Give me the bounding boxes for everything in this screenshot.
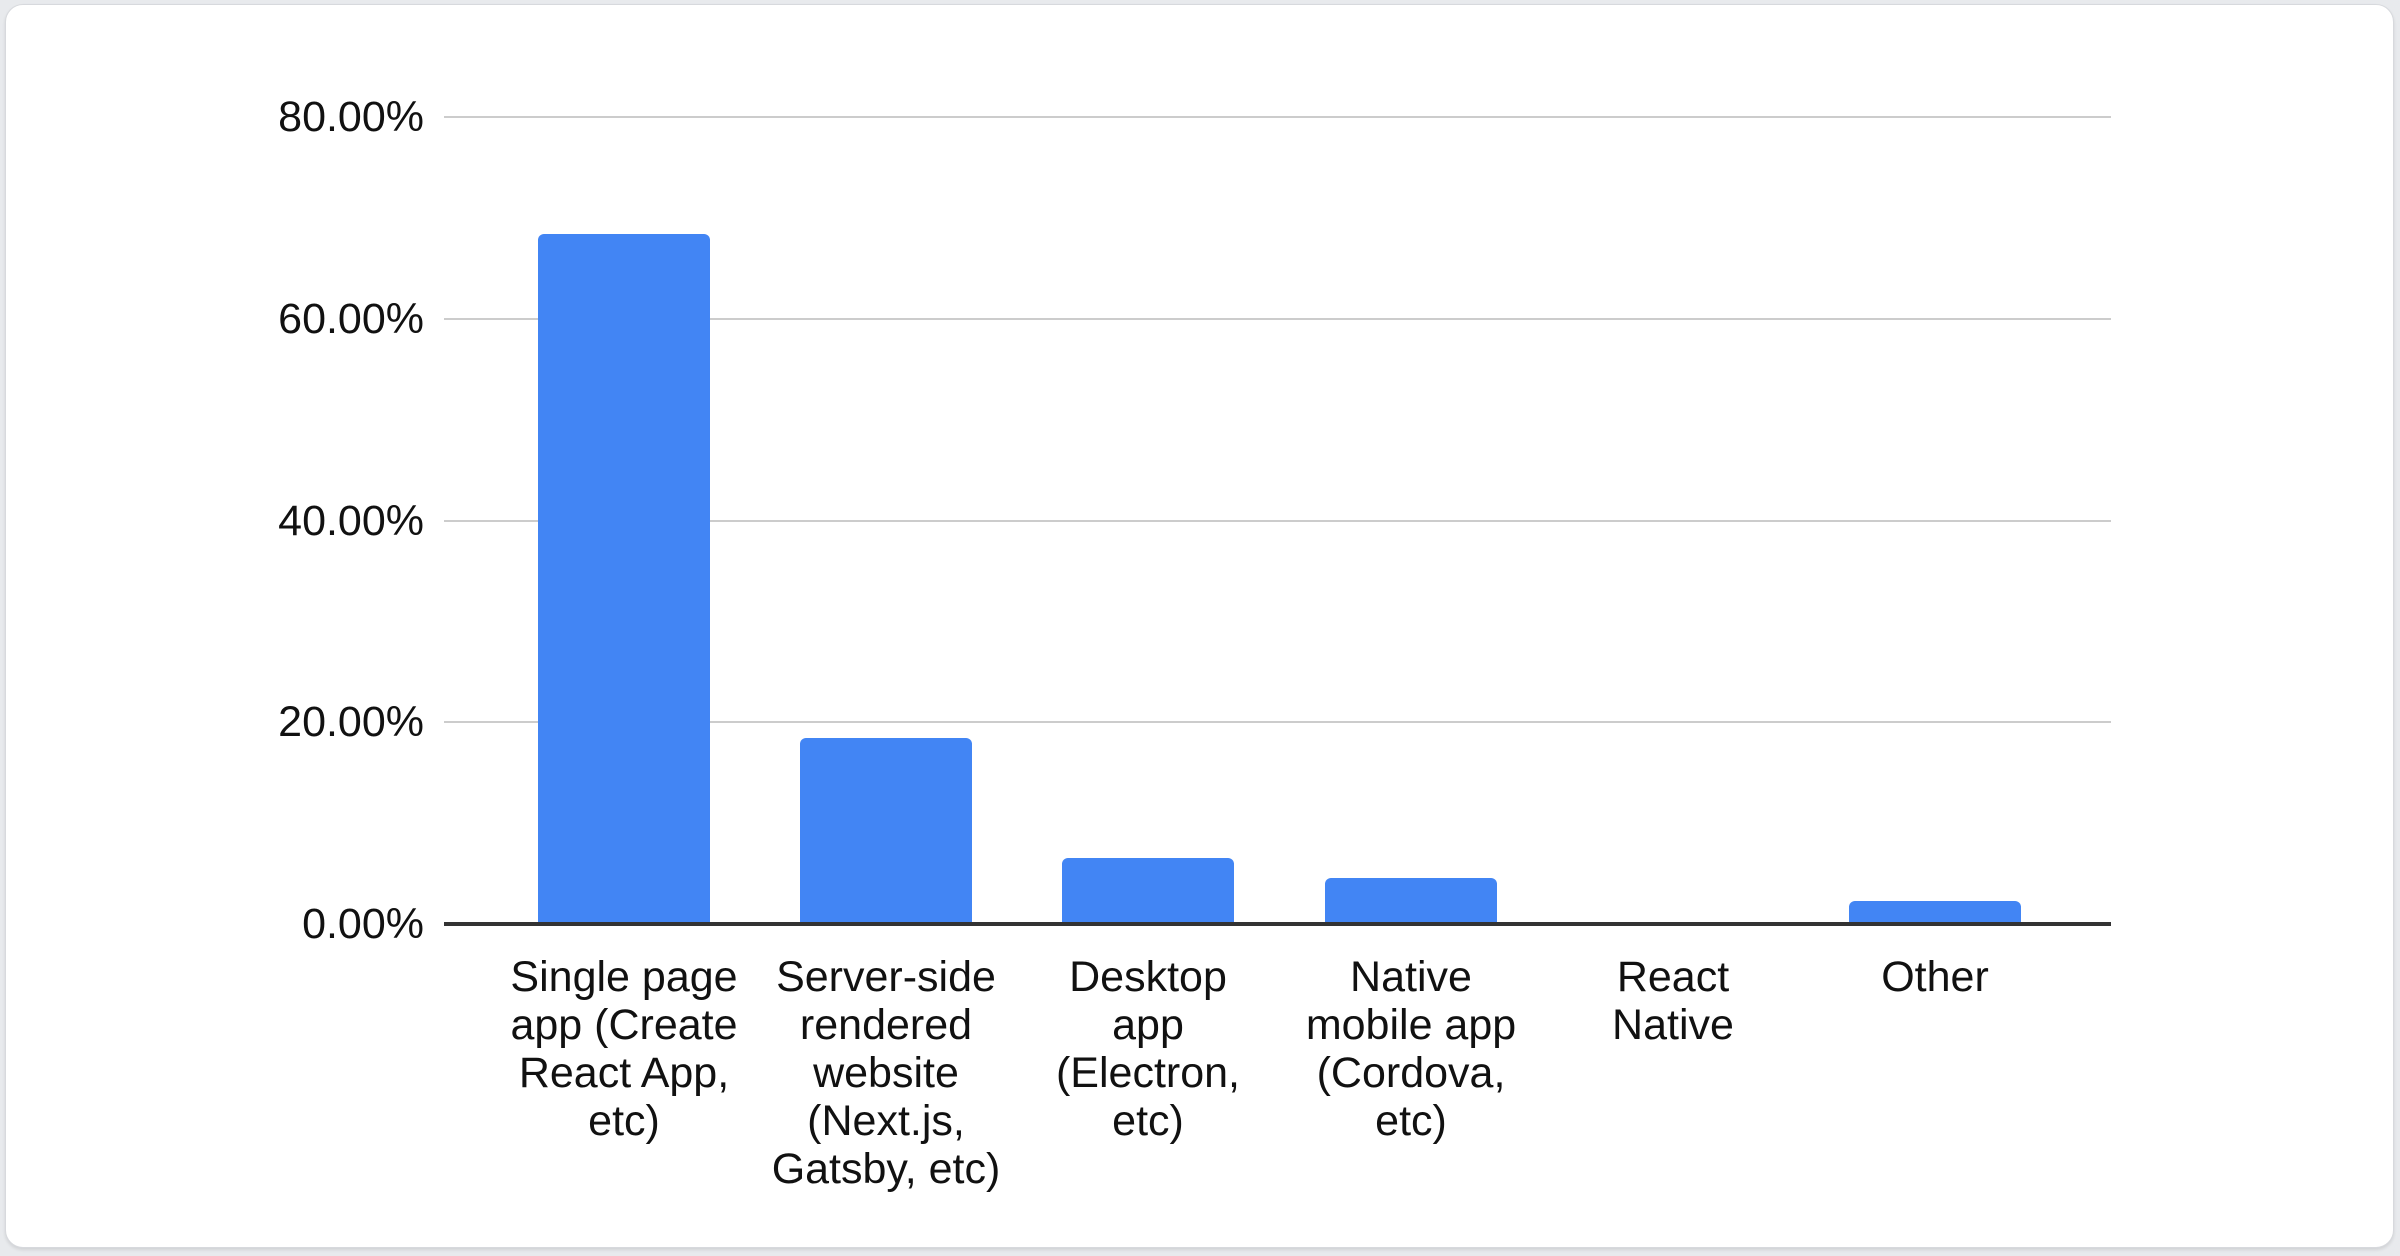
gridline: [444, 721, 2111, 723]
y-axis-tick-label: 80.00%: [278, 93, 424, 141]
y-axis-tick-label: 40.00%: [278, 497, 424, 545]
chart-card: 80.00% 60.00% 40.00% 20.00% 0.00% Single page…: [5, 4, 2394, 1248]
x-axis-category-label-server-side-rendered-website-next-js-gatsby-etc: Server-side rendered website (Next.js, G…: [771, 953, 1001, 1193]
x-axis-category-label-single-page-app-create-react-app-etc: Single page app (Create React App, etc): [510, 953, 738, 1145]
bar-desktop-app-electron-etc[interactable]: [1062, 858, 1234, 926]
bar-single-page-app-create-react-app-etc[interactable]: [538, 234, 710, 926]
x-axis-line: [444, 922, 2111, 926]
bar-native-mobile-app-cordova-etc[interactable]: [1325, 878, 1497, 926]
gridline: [444, 318, 2111, 320]
y-axis-tick-label: 60.00%: [278, 295, 424, 343]
bar-chart: 80.00% 60.00% 40.00% 20.00% 0.00% Single page…: [6, 5, 2393, 1247]
x-axis-category-label-other: Other: [1881, 953, 1989, 1001]
x-axis-category-label-desktop-app-electron-etc: Desktop app (Electron, etc): [1055, 953, 1240, 1145]
y-axis-tick-label: 20.00%: [278, 698, 424, 746]
bar-server-side-rendered-website-next-js-gatsby-etc[interactable]: [800, 738, 972, 926]
x-axis-category-label-react-native: React Native: [1612, 953, 1734, 1049]
bar-other[interactable]: [1849, 901, 2021, 926]
x-axis-category-label-native-mobile-app-cordova-etc: Native mobile app (Cordova, etc): [1305, 953, 1517, 1145]
gridline: [444, 116, 2111, 118]
y-axis-tick-label: 0.00%: [302, 900, 424, 948]
gridline: [444, 520, 2111, 522]
